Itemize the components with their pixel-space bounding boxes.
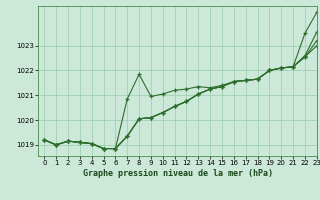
X-axis label: Graphe pression niveau de la mer (hPa): Graphe pression niveau de la mer (hPa) bbox=[83, 169, 273, 178]
